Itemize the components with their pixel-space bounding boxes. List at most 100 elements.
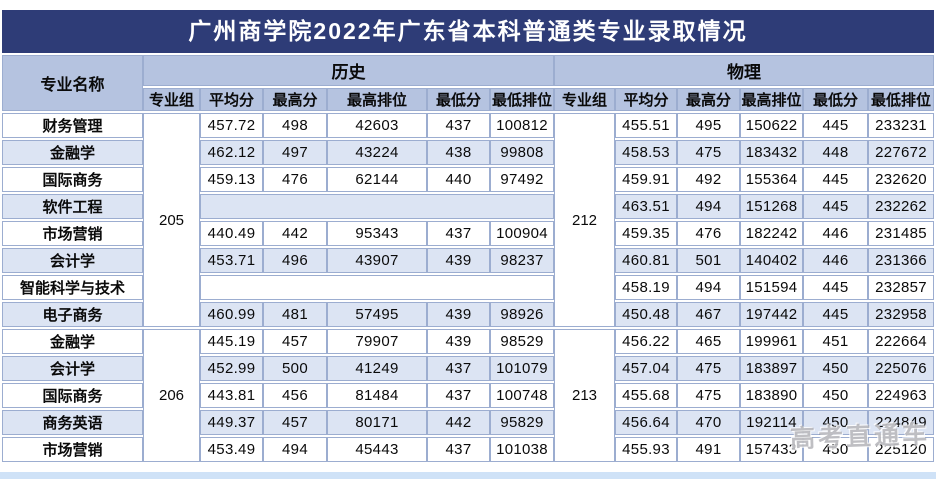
header-physics-maxrank: 最高排位 <box>740 88 803 111</box>
history-max: 442 <box>263 221 327 246</box>
admissions-table: 专业名称 历史 物理 专业组 平均分 最高分 最高排位 最低分 最低排位 专业组… <box>2 53 934 464</box>
physics-minrank: 225076 <box>868 356 934 381</box>
history-avg: 440.49 <box>200 221 263 246</box>
physics-minrank: 222664 <box>868 329 934 354</box>
history-minrank: 99808 <box>490 140 554 165</box>
history-maxrank: 57495 <box>327 302 427 327</box>
history-avg: 452.99 <box>200 356 263 381</box>
header-physics-minrank: 最低排位 <box>868 88 934 111</box>
history-group-206: 206 <box>143 329 200 462</box>
history-group-205: 205 <box>143 113 200 327</box>
physics-max: 476 <box>677 221 740 246</box>
major-name: 国际商务 <box>2 167 143 192</box>
history-minrank: 101038 <box>490 437 554 462</box>
major-name: 财务管理 <box>2 113 143 138</box>
physics-min: 448 <box>803 140 868 165</box>
history-maxrank: 95343 <box>327 221 427 246</box>
physics-min: 450 <box>803 356 868 381</box>
header-physics-max: 最高分 <box>677 88 740 111</box>
major-name: 电子商务 <box>2 302 143 327</box>
history-min: 439 <box>427 329 490 354</box>
physics-avg: 458.19 <box>615 275 677 300</box>
header-history-group: 专业组 <box>143 88 200 111</box>
table-row: 软件工程 463.51 494 151268 445 232262 <box>2 194 934 219</box>
header-history-minrank: 最低排位 <box>490 88 554 111</box>
history-minrank: 100748 <box>490 383 554 408</box>
table-row: 电子商务 460.99 481 57495 439 98926 450.48 4… <box>2 302 934 327</box>
header-history-maxrank: 最高排位 <box>327 88 427 111</box>
history-maxrank: 45443 <box>327 437 427 462</box>
physics-min: 451 <box>803 329 868 354</box>
physics-maxrank: 197442 <box>740 302 803 327</box>
history-maxrank: 43224 <box>327 140 427 165</box>
physics-max: 467 <box>677 302 740 327</box>
history-max: 457 <box>263 329 327 354</box>
table-row: 财务管理 205 457.72 498 42603 437 100812 212… <box>2 113 934 327</box>
physics-maxrank: 140402 <box>740 248 803 273</box>
physics-maxrank: 155364 <box>740 167 803 192</box>
history-minrank: 97492 <box>490 167 554 192</box>
history-min: 437 <box>427 221 490 246</box>
major-name: 金融学 <box>2 140 143 165</box>
physics-maxrank: 183432 <box>740 140 803 165</box>
history-avg: 453.49 <box>200 437 263 462</box>
history-maxrank: 41249 <box>327 356 427 381</box>
major-name: 金融学 <box>2 329 143 354</box>
physics-minrank: 231366 <box>868 248 934 273</box>
physics-max: 475 <box>677 140 740 165</box>
physics-maxrank: 183897 <box>740 356 803 381</box>
history-maxrank: 81484 <box>327 383 427 408</box>
history-avg: 445.19 <box>200 329 263 354</box>
physics-min: 445 <box>803 113 868 138</box>
table-row: 国际商务 443.81 456 81484 437 100748 455.68 … <box>2 383 934 408</box>
history-min: 439 <box>427 302 490 327</box>
history-minrank: 100812 <box>490 113 554 138</box>
history-max: 497 <box>263 140 327 165</box>
history-max: 496 <box>263 248 327 273</box>
table-row: 国际商务 459.13 476 62144 440 97492 459.91 4… <box>2 167 934 192</box>
history-avg: 443.81 <box>200 383 263 408</box>
physics-min: 445 <box>803 194 868 219</box>
major-name: 商务英语 <box>2 410 143 435</box>
physics-minrank: 232620 <box>868 167 934 192</box>
physics-min: 445 <box>803 167 868 192</box>
physics-avg: 459.35 <box>615 221 677 246</box>
major-name: 软件工程 <box>2 194 143 219</box>
physics-minrank: 232958 <box>868 302 934 327</box>
header-section-history: 历史 <box>143 55 554 86</box>
history-max: 494 <box>263 437 327 462</box>
physics-avg: 460.81 <box>615 248 677 273</box>
physics-max: 470 <box>677 410 740 435</box>
physics-avg: 455.68 <box>615 383 677 408</box>
physics-maxrank: 150622 <box>740 113 803 138</box>
physics-avg: 457.04 <box>615 356 677 381</box>
history-max: 476 <box>263 167 327 192</box>
history-maxrank: 43907 <box>327 248 427 273</box>
physics-max: 501 <box>677 248 740 273</box>
history-maxrank: 42603 <box>327 113 427 138</box>
physics-min: 445 <box>803 302 868 327</box>
physics-minrank: 227672 <box>868 140 934 165</box>
physics-minrank: 232262 <box>868 194 934 219</box>
physics-maxrank: 182242 <box>740 221 803 246</box>
history-max: 498 <box>263 113 327 138</box>
major-name: 市场营销 <box>2 221 143 246</box>
physics-max: 494 <box>677 275 740 300</box>
major-name: 国际商务 <box>2 383 143 408</box>
table-row: 市场营销 440.49 442 95343 437 100904 459.35 … <box>2 221 934 246</box>
header-history-avg: 平均分 <box>200 88 263 111</box>
physics-minrank: 225120 <box>868 437 934 462</box>
table-row: 市场营销 453.49 494 45443 437 101038 455.93 … <box>2 437 934 462</box>
header-history-min: 最低分 <box>427 88 490 111</box>
physics-max: 491 <box>677 437 740 462</box>
physics-group-212: 212 <box>554 113 615 327</box>
physics-avg: 456.22 <box>615 329 677 354</box>
page: 广州商学院2022年广东省本科普通类专业录取情况 专业名称 历史 物理 专业组 … <box>2 10 934 464</box>
history-avg: 449.37 <box>200 410 263 435</box>
physics-minrank: 224963 <box>868 383 934 408</box>
history-avg: 457.72 <box>200 113 263 138</box>
table-row: 智能科学与技术 458.19 494 151594 445 232857 <box>2 275 934 300</box>
physics-max: 494 <box>677 194 740 219</box>
table-row: 金融学 462.12 497 43224 438 99808 458.53 47… <box>2 140 934 165</box>
table-title: 广州商学院2022年广东省本科普通类专业录取情况 <box>2 10 934 53</box>
